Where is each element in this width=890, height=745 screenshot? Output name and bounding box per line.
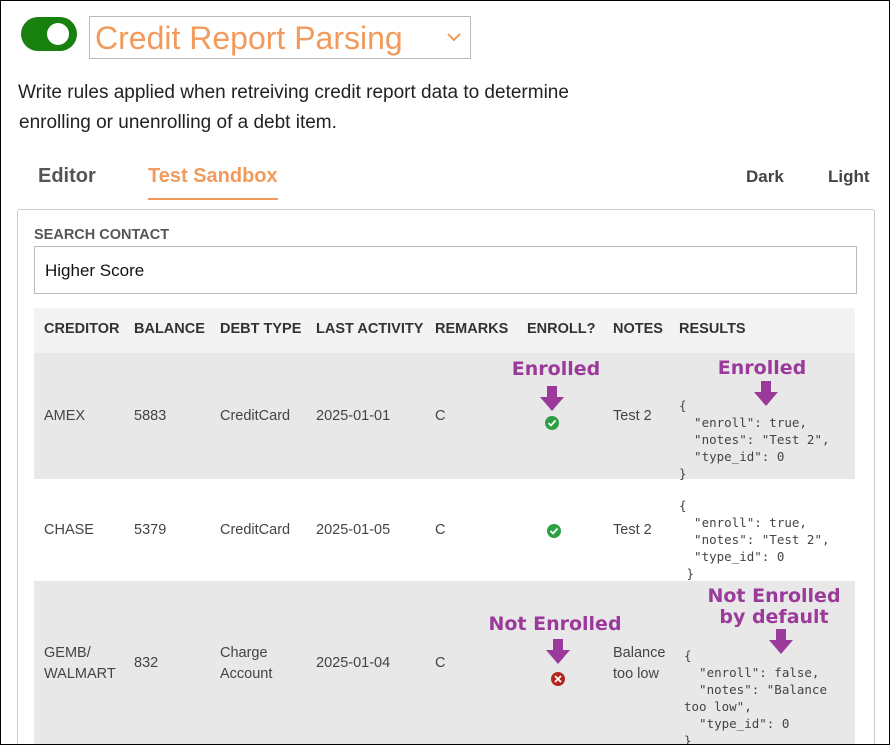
column-header: RESULTS bbox=[679, 321, 746, 337]
search-label: SEARCH CONTACT bbox=[34, 227, 170, 243]
table-cell: 2025-01-01 bbox=[316, 407, 391, 424]
table-cell: C bbox=[435, 521, 446, 538]
table-cell: 5379 bbox=[134, 521, 167, 538]
column-header: BALANCE bbox=[134, 321, 205, 337]
result-line: "enroll": true, bbox=[679, 515, 807, 530]
column-header: REMARKS bbox=[435, 321, 509, 337]
result-line: "notes": "Balance bbox=[684, 682, 827, 697]
column-header: DEBT TYPE bbox=[220, 321, 302, 337]
column-header: NOTES bbox=[613, 321, 663, 337]
tab-active[interactable]: Test Sandbox bbox=[148, 165, 278, 200]
rule-dropdown[interactable]: Credit Report Parsing bbox=[89, 16, 471, 59]
chevron bbox=[447, 33, 461, 42]
description-line: Write rules applied when retreiving cred… bbox=[18, 82, 569, 103]
annotation-arrows bbox=[540, 381, 793, 664]
annotation: Not Enrolled by default bbox=[707, 585, 841, 628]
result-line: { bbox=[684, 648, 692, 663]
result-line: } bbox=[684, 733, 692, 745]
table-cell: Charge Account bbox=[220, 644, 273, 682]
result-line: "type_id": 0 bbox=[684, 716, 790, 731]
description-line: enrolling or unenrolling of a debt item. bbox=[19, 112, 337, 133]
result-line: { bbox=[679, 498, 687, 513]
table-cell: C bbox=[435, 655, 446, 671]
result-line: "notes": "Test 2", bbox=[679, 532, 830, 547]
theme-option[interactable]: Dark bbox=[746, 167, 784, 186]
annotation: Enrolled bbox=[511, 358, 601, 380]
table-cell: CHASE bbox=[44, 521, 94, 538]
result-line: "notes": "Test 2", bbox=[679, 432, 830, 447]
table-cell: AMEX bbox=[44, 407, 86, 424]
table-cell: Test 2 bbox=[613, 407, 652, 424]
table-cell: Balance too low bbox=[613, 644, 666, 682]
table-cell: 5883 bbox=[134, 407, 167, 424]
table-cell: GEMB/ WALMART bbox=[44, 644, 116, 682]
result-line: "enroll": true, bbox=[679, 415, 807, 430]
search-value: Higher Score bbox=[45, 261, 145, 280]
result-line: } bbox=[679, 466, 687, 481]
panel bbox=[17, 209, 875, 744]
enrolled-icon bbox=[545, 416, 559, 430]
result-line: "type_id": 0 bbox=[679, 449, 785, 464]
annotation: Enrolled bbox=[717, 357, 807, 379]
theme-option[interactable]: Light bbox=[828, 167, 870, 186]
search-input[interactable]: Higher Score bbox=[34, 246, 857, 294]
row-bg bbox=[34, 581, 855, 744]
result-line: "type_id": 0 bbox=[679, 549, 785, 564]
column-header: CREDITOR bbox=[44, 321, 120, 337]
not-enrolled-icon bbox=[551, 672, 565, 686]
toggle[interactable] bbox=[21, 17, 77, 51]
table-cell: CreditCard bbox=[220, 407, 291, 424]
annotation: Not Enrolled bbox=[488, 613, 622, 635]
result-line: } bbox=[679, 566, 695, 581]
result-line: too low", bbox=[684, 699, 752, 714]
row-bg bbox=[34, 479, 855, 581]
result-line: "enroll": false, bbox=[684, 665, 820, 680]
table-cell: C bbox=[435, 407, 446, 424]
column-header: LAST ACTIVITY bbox=[316, 321, 424, 337]
rule-title: Credit Report Parsing bbox=[95, 20, 403, 56]
table-cell: 2025-01-04 bbox=[316, 655, 391, 671]
row-bg bbox=[34, 353, 855, 479]
table-header bbox=[34, 308, 855, 353]
table-cell: 832 bbox=[134, 655, 159, 671]
table-cell: CreditCard bbox=[220, 521, 291, 538]
table-cell: Test 2 bbox=[613, 521, 652, 538]
tab[interactable]: Editor bbox=[38, 165, 96, 187]
column-header: ENROLL? bbox=[527, 321, 596, 337]
result-line: { bbox=[679, 398, 687, 413]
table-cell: 2025-01-05 bbox=[316, 521, 391, 538]
enrolled-icon bbox=[547, 524, 561, 538]
